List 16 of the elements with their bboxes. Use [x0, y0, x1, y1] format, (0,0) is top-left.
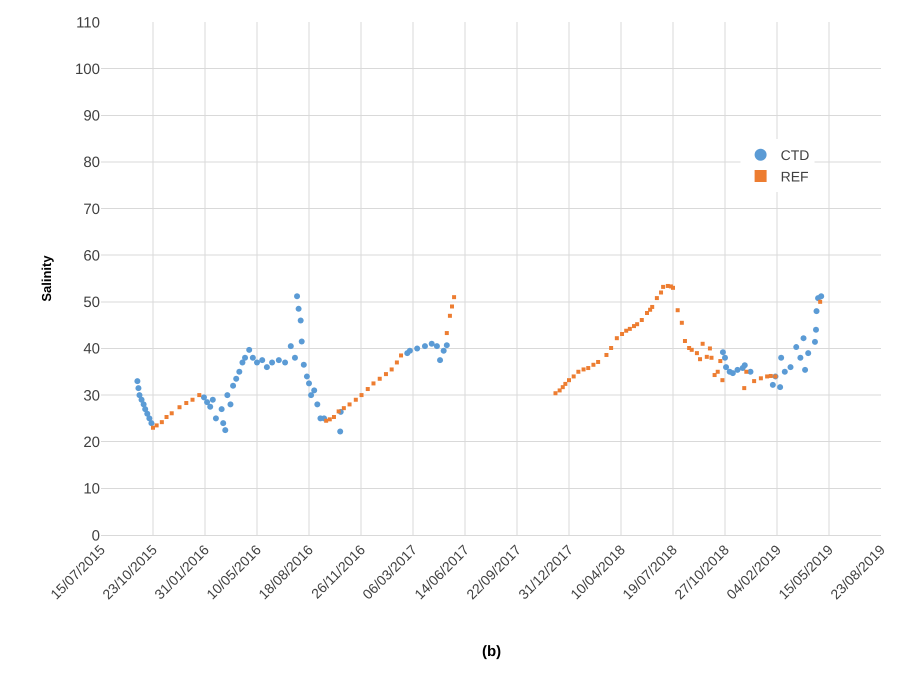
- y-tick-label: 0: [92, 527, 100, 544]
- y-tick-label: 50: [83, 294, 100, 312]
- y-tick-label: 10: [83, 480, 100, 498]
- y-tick-label: 80: [83, 154, 100, 172]
- y-tick-label: 30: [83, 387, 100, 404]
- legend-label: REF: [780, 168, 809, 184]
- y-tick-label: 70: [83, 200, 100, 218]
- y-tick-label: 20: [83, 434, 100, 451]
- y-tick-label: 90: [83, 108, 100, 125]
- text: (b): [482, 643, 502, 660]
- y-axis-title: Salinity: [38, 254, 54, 302]
- legend-label: CTD: [780, 147, 810, 164]
- y-tick-label: 60: [83, 247, 100, 264]
- y-tick-label: 100: [74, 60, 100, 78]
- y-tick-label: 40: [83, 340, 100, 358]
- y-tick-label: 110: [76, 14, 100, 32]
